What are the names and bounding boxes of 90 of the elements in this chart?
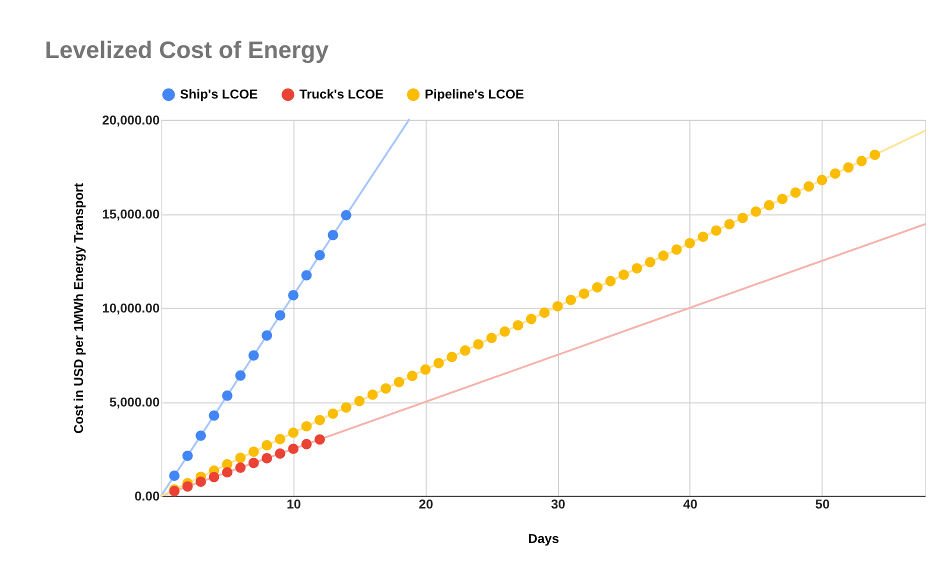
point [301,421,312,432]
point [235,370,246,381]
point [169,470,180,481]
point [274,434,286,444]
point [578,288,590,299]
point [816,174,828,186]
x-tick-label: 20 [418,496,434,512]
x-axis-title: Days [528,531,560,546]
point [380,383,392,394]
point [526,314,536,324]
point [644,256,656,268]
point [274,448,286,459]
y-axis-title: Cost in USD per 1MWh Energy Transport [71,182,86,434]
point [328,230,338,240]
point [473,339,484,350]
point [566,294,576,306]
point [460,345,470,356]
point [843,162,854,173]
y-tick-label: 10,000.00 [102,300,160,316]
y-tick-label: 0.00 [134,488,160,504]
x-tick-label: 40 [683,496,698,512]
point [698,232,708,242]
point [235,452,246,464]
point [856,156,867,166]
point [182,481,193,492]
point [512,320,524,331]
point [314,250,325,260]
point [618,270,629,280]
point [433,358,444,368]
point [262,453,272,464]
point [314,434,325,445]
chart-title: Levelized Cost of Energy [44,37,330,64]
point [288,290,299,300]
point [328,408,338,419]
point [407,370,418,382]
point [830,168,840,179]
y-tick-label: 5,000.00 [109,394,160,410]
point [777,194,788,204]
point [248,350,259,361]
point [208,410,220,421]
point [790,187,801,198]
point [314,414,325,426]
point [182,450,193,462]
point [632,263,642,274]
y-tick-label: 20,000.00 [102,112,160,128]
point [446,352,458,362]
point [592,282,603,293]
point [248,458,259,468]
point [288,444,299,454]
point [301,438,312,450]
point [764,200,774,210]
point [340,210,352,220]
point [196,476,206,487]
legend-label: Truck's LCOE [299,86,384,102]
point [222,390,232,401]
point [684,238,696,248]
point [750,206,762,217]
point [737,212,748,224]
point [262,440,272,450]
point [288,427,299,438]
point [196,430,206,441]
point [248,446,259,457]
point [539,308,550,318]
point [486,332,497,344]
x-tick-label: 50 [815,496,830,512]
point [394,376,404,388]
point [340,402,352,413]
y-tick-label: 15,000.00 [102,206,160,222]
point [367,389,378,400]
point [500,326,510,337]
point [658,250,669,261]
point [711,225,722,236]
legend-label: Pipeline's LCOE [424,86,524,102]
point [724,218,735,230]
point [274,310,286,321]
point [354,396,365,406]
point [222,467,232,478]
point [671,244,682,255]
point [870,150,880,160]
point [262,330,272,341]
point [208,472,220,482]
x-tick-label: 10 [286,496,301,512]
point [552,301,563,312]
legend-label: Ship's LCOE [180,86,258,102]
x-tick-label: 30 [550,496,566,512]
point [420,364,431,375]
point [235,462,246,473]
point [605,276,616,286]
point [804,181,814,192]
point [301,270,312,281]
